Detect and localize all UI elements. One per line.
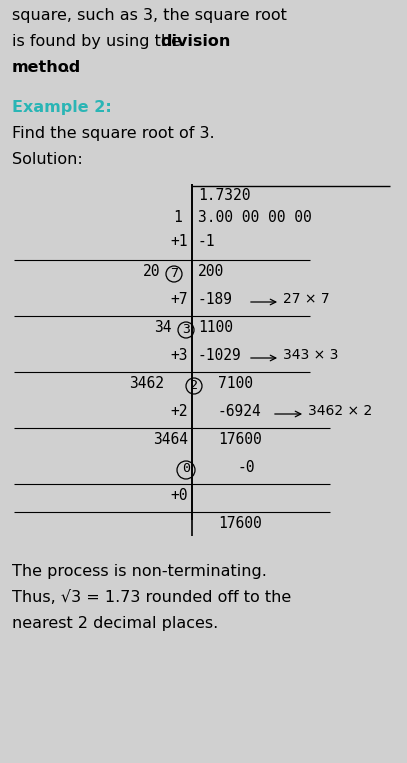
Text: -0: -0 bbox=[238, 460, 256, 475]
Text: method: method bbox=[12, 60, 81, 75]
Text: +0: +0 bbox=[171, 488, 188, 503]
Text: 1100: 1100 bbox=[198, 320, 233, 335]
Text: 3: 3 bbox=[182, 323, 190, 336]
Text: 7100: 7100 bbox=[218, 376, 253, 391]
Text: +2: +2 bbox=[171, 404, 188, 419]
Text: Find the square root of 3.: Find the square root of 3. bbox=[12, 126, 214, 141]
Text: 2: 2 bbox=[190, 379, 198, 392]
Text: .: . bbox=[64, 60, 69, 75]
Text: 1: 1 bbox=[173, 210, 182, 225]
Text: Thus, √3 = 1.73 rounded off to the: Thus, √3 = 1.73 rounded off to the bbox=[12, 590, 291, 605]
Text: 3464: 3464 bbox=[153, 432, 188, 447]
Text: 20: 20 bbox=[142, 264, 160, 279]
Text: +7: +7 bbox=[171, 292, 188, 307]
Text: -6924: -6924 bbox=[218, 404, 262, 419]
Text: 17600: 17600 bbox=[218, 432, 262, 447]
Text: 3462: 3462 bbox=[129, 376, 164, 391]
Text: 0: 0 bbox=[182, 462, 190, 475]
Text: 1.7320: 1.7320 bbox=[198, 188, 250, 203]
Text: 3.00 00 00 00: 3.00 00 00 00 bbox=[198, 210, 312, 225]
Text: nearest 2 decimal places.: nearest 2 decimal places. bbox=[12, 616, 218, 631]
Text: division: division bbox=[160, 34, 230, 49]
Text: 27 × 7: 27 × 7 bbox=[283, 292, 330, 306]
Text: 3462 × 2: 3462 × 2 bbox=[308, 404, 372, 418]
Text: square, such as 3, the square root: square, such as 3, the square root bbox=[12, 8, 287, 23]
Text: +1: +1 bbox=[171, 234, 188, 249]
Text: -1: -1 bbox=[198, 234, 215, 249]
Text: The process is non-terminating.: The process is non-terminating. bbox=[12, 564, 267, 579]
Text: 17600: 17600 bbox=[218, 516, 262, 531]
Text: Solution:: Solution: bbox=[12, 152, 83, 167]
Text: 343 × 3: 343 × 3 bbox=[283, 348, 338, 362]
Text: 7: 7 bbox=[170, 267, 178, 280]
Text: -1029: -1029 bbox=[198, 348, 242, 363]
Text: -189: -189 bbox=[198, 292, 233, 307]
Text: Example 2:: Example 2: bbox=[12, 100, 112, 115]
Text: +3: +3 bbox=[171, 348, 188, 363]
Text: 200: 200 bbox=[198, 264, 224, 279]
Text: is found by using the: is found by using the bbox=[12, 34, 186, 49]
Text: 34: 34 bbox=[155, 320, 172, 335]
